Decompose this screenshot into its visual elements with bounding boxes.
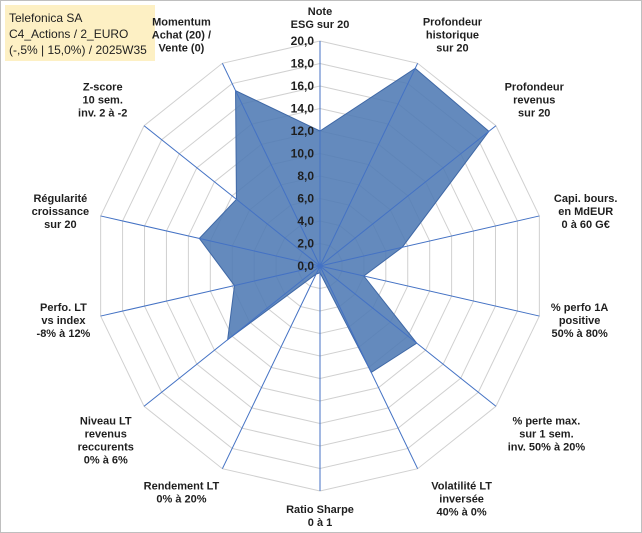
axis-label-3: Capi. bours. en MdEUR 0 à 60 G€ bbox=[554, 193, 618, 231]
title-line-2: C4_Actions / 2_EURO bbox=[9, 27, 129, 41]
axis-label-12: Z-score 10 sem. inv. 2 à -2 bbox=[78, 81, 127, 119]
tick-label-9: 18,0 bbox=[291, 57, 315, 71]
spoke-8 bbox=[221, 265, 321, 469]
tick-label-2: 4,0 bbox=[297, 214, 314, 228]
tick-label-4: 8,0 bbox=[297, 169, 314, 183]
spoke-5 bbox=[319, 265, 497, 407]
spoke-3 bbox=[319, 215, 540, 267]
axis-label-0: Note ESG sur 20 bbox=[291, 6, 350, 31]
axis-label-2: Profondeur revenus sur 20 bbox=[505, 81, 565, 119]
tick-label-3: 6,0 bbox=[297, 192, 314, 206]
spoke-13 bbox=[221, 63, 321, 267]
title-line-1: Telefonica SA bbox=[9, 11, 83, 25]
axis-label-5: % perte max. sur 1 sem. inv. 50% à 20% bbox=[508, 416, 586, 454]
axis-label-6: Volatilité LT inversée 40% à 0% bbox=[431, 481, 492, 519]
tick-label-7: 14,0 bbox=[291, 102, 315, 116]
axis-label-10: Perfo. LT vs index -8% à 12% bbox=[37, 302, 91, 340]
spoke-2 bbox=[319, 125, 497, 267]
tick-label-0: 0,0 bbox=[297, 259, 314, 273]
axis-label-11: Régularité croissance sur 20 bbox=[32, 193, 89, 231]
axis-label-13: Momentum Achat (20) / Vente (0) bbox=[152, 16, 211, 54]
title-line-3: (-,5% | 15,0%) / 2025W35 bbox=[9, 43, 147, 57]
radar-tick-labels: 0,0 2,0 4,0 6,0 8,0 10,0 12,0 14,0 16,0 18,0 20,0 bbox=[291, 34, 315, 273]
tick-label-8: 16,0 bbox=[291, 79, 315, 93]
axis-label-8: Rendement LT 0% à 20% bbox=[144, 481, 220, 506]
title-box: Telefonica SA C4_Actions / 2_EURO (-,5% … bbox=[5, 5, 155, 61]
spoke-6 bbox=[319, 265, 419, 469]
radar-axis-labels: Note ESG sur 20 Profondeur historique sur 20… bbox=[32, 6, 618, 529]
axis-label-7: Ratio Sharpe 0 à 1 bbox=[286, 504, 354, 529]
spoke-4 bbox=[319, 265, 540, 317]
spoke-10 bbox=[100, 265, 321, 317]
spoke-1 bbox=[319, 63, 419, 267]
spoke-11 bbox=[100, 215, 321, 267]
axis-label-4: % perfo 1A positive 50% à 80% bbox=[551, 302, 609, 340]
tick-label-1: 2,0 bbox=[297, 237, 314, 251]
radar-spokes bbox=[100, 41, 540, 491]
tick-label-6: 12,0 bbox=[291, 124, 315, 138]
axis-label-1: Profondeur historique sur 20 bbox=[423, 16, 483, 54]
spoke-9 bbox=[143, 265, 321, 407]
tick-label-10: 20,0 bbox=[291, 34, 315, 48]
axis-label-9: Niveau LT revenus reccurents 0% à 6% bbox=[78, 416, 134, 467]
tick-label-5: 10,0 bbox=[291, 147, 315, 161]
spoke-12 bbox=[143, 125, 321, 267]
